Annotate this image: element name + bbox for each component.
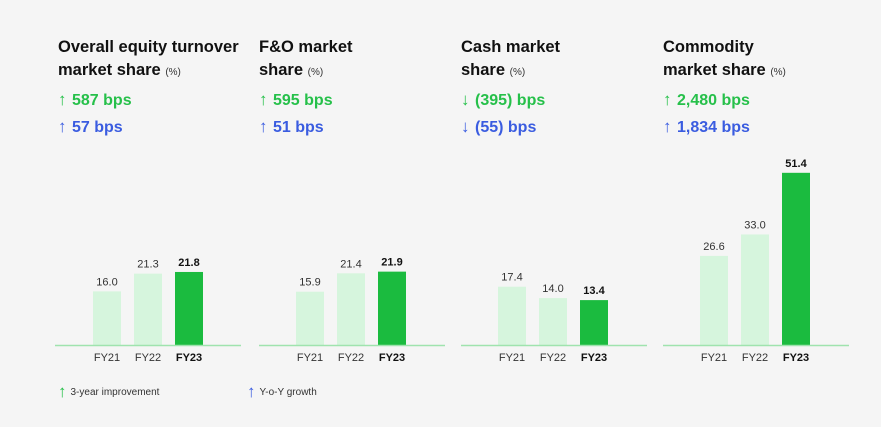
yoy-value: 51 bps [273,119,324,136]
legend-improvement: ↑ 3-year improvement [58,382,159,402]
yoy-metric: ↑ 1,834 bps [663,117,750,138]
legend-growth-label: Y-o-Y growth [259,387,317,398]
title-line-1: Cash market [461,38,561,56]
title-line-2: market share [58,61,161,79]
arrow-down-icon: ↓ [461,117,470,136]
panel-cash-market: Cash market share (%) ↓ (395) bps ↓ (55) b… [461,0,651,370]
bar-fy22 [539,298,567,345]
title-unit: (%) [509,67,526,78]
bar-fy22 [134,273,162,345]
bar-fy21 [498,286,526,345]
three-year-value: 595 bps [273,92,333,109]
title-unit: (%) [770,67,786,78]
chart-title: Overall equity turnover market share (%) [58,36,239,84]
arrow-up-icon: ↑ [58,90,67,109]
bar-chart: 15.9 FY21 21.4 FY22 21.9 FY23 [259,257,445,364]
value-label: 21.4 [340,258,361,270]
bar-chart: 16.0 FY21 21.3 FY22 21.8 FY23 [55,257,241,364]
bar-fy22 [337,273,365,345]
value-label: 14.0 [542,283,563,295]
value-label: 51.4 [785,158,807,170]
title-line-1: Overall equity turnover [58,38,239,56]
panel-overall-equity: Overall equity turnover market share (%)… [55,0,248,370]
title-line-2: share [461,61,506,79]
three-year-metric: ↑ 2,480 bps [663,90,750,111]
yoy-metric: ↑ 57 bps [58,117,123,138]
title-line-1: Commodity [663,38,754,56]
value-label: 13.4 [583,285,605,297]
title-line-2: share [259,61,304,79]
yoy-metric: ↓ (55) bps [461,117,536,138]
panel-commodity-market: Commodity market share (%) ↑ 2,480 bps ↑ 1… [663,0,853,370]
category-label: FY21 [701,352,727,364]
yoy-value: 1,834 bps [677,119,750,136]
arrow-up-icon: ↑ [58,117,67,136]
three-year-metric: ↑ 587 bps [58,90,132,111]
value-label: 21.8 [178,257,199,269]
chart-title: F&O market share (%) [259,36,353,84]
bar-fy23 [378,271,406,345]
panel-fo-market: F&O market share (%) ↑ 595 bps ↑ 51 bps 15… [259,0,449,370]
three-year-metric: ↓ (395) bps [461,90,545,111]
category-label: FY23 [783,352,809,364]
category-label: FY23 [379,352,405,364]
bar-fy23 [782,172,810,345]
yoy-metric: ↑ 51 bps [259,117,324,138]
category-label: FY21 [94,352,120,364]
bar-fy21 [700,255,728,345]
category-label: FY22 [338,352,364,364]
three-year-value: 587 bps [72,92,132,109]
arrow-up-icon: ↑ [58,382,67,401]
three-year-value: 2,480 bps [677,92,750,109]
legend-improvement-label: 3-year improvement [70,387,160,398]
category-label: FY22 [742,352,768,364]
arrow-up-icon: ↑ [663,90,672,109]
bar-fy21 [93,291,121,345]
bar-chart: 17.4 FY21 14.0 FY22 13.4 FY23 [461,272,647,364]
category-label: FY21 [499,352,525,364]
bar-fy22 [741,234,769,345]
title-unit: (%) [165,67,181,78]
bar-fy23 [580,300,608,345]
category-label: FY23 [581,352,607,364]
legend-growth: ↑ Y-o-Y growth [247,382,317,402]
three-year-value: (395) bps [475,92,546,109]
category-label: FY21 [297,352,323,364]
category-label: FY22 [135,352,161,364]
arrow-down-icon: ↓ [461,90,470,109]
bar-fy23 [175,271,203,345]
arrow-up-icon: ↑ [259,117,268,136]
yoy-value: 57 bps [72,119,123,136]
title-line-2: market share [663,61,766,79]
value-label: 33.0 [744,219,765,231]
yoy-value: (55) bps [475,119,537,136]
three-year-metric: ↑ 595 bps [259,90,333,111]
bar-fy21 [296,291,324,345]
category-label: FY23 [176,352,202,364]
chart-title: Cash market share (%) [461,36,560,84]
value-label: 16.0 [96,276,117,288]
title-line-1: F&O market [259,38,353,56]
category-label: FY22 [540,352,566,364]
value-label: 21.3 [137,259,158,271]
arrow-up-icon: ↑ [259,90,268,109]
value-label: 15.9 [299,277,320,289]
value-label: 17.4 [501,272,522,284]
title-unit: (%) [307,67,324,78]
bar-chart: 26.6 FY21 33.0 FY22 51.4 FY23 [663,158,849,364]
chart-title: Commodity market share (%) [663,36,786,84]
value-label: 21.9 [381,257,402,269]
value-label: 26.6 [703,241,724,253]
arrow-up-icon: ↑ [247,382,256,401]
arrow-up-icon: ↑ [663,117,672,136]
